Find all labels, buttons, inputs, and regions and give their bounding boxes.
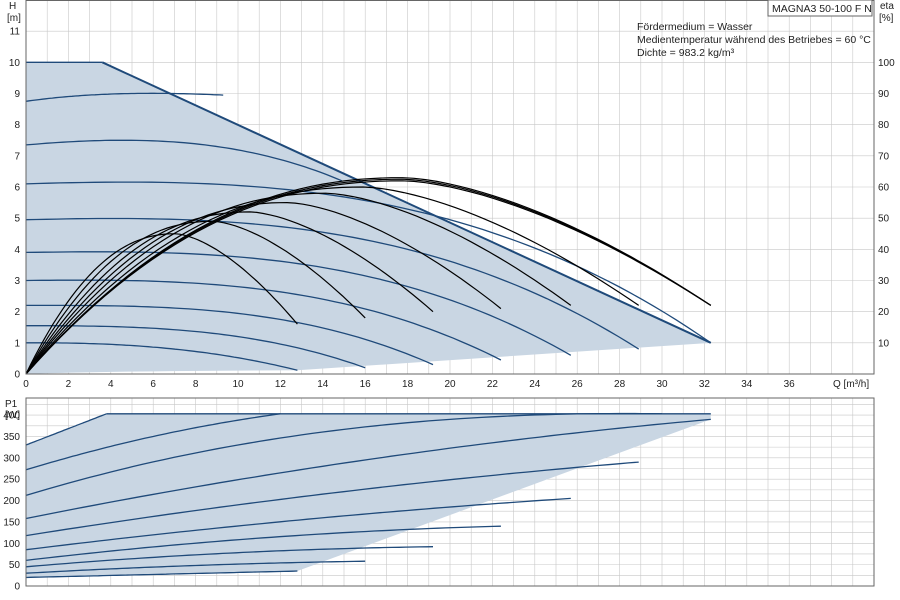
head-speed-curve-2 <box>26 325 366 369</box>
eta-tick-label: 80 <box>878 120 890 131</box>
flow-tick-label: 0 <box>23 379 29 390</box>
efficiency-curve-4 <box>25 201 502 375</box>
head-tick-label: 4 <box>14 245 20 256</box>
power-tick-label: 250 <box>3 475 20 486</box>
flow-tick-label: 28 <box>614 379 626 390</box>
eta-tick-label: 60 <box>878 183 890 194</box>
flow-tick-label: 20 <box>444 379 456 390</box>
head-tick-label: 10 <box>9 58 21 69</box>
power-tick-label: 100 <box>3 539 20 550</box>
power-curve-2 <box>25 560 366 574</box>
head-tick-label: 11 <box>10 27 21 38</box>
model-label-box <box>767 0 873 17</box>
flow-tick-label: 18 <box>402 379 414 390</box>
power-axis-unit: [W] <box>5 410 20 421</box>
power-plot-area <box>25 412 711 579</box>
flow-tick-label: 32 <box>699 379 711 390</box>
eta-tick-label: 90 <box>878 89 890 100</box>
flow-tick-label: 2 <box>66 379 72 390</box>
head-tick-label: 7 <box>14 151 20 162</box>
efficiency-curve-7 <box>25 180 712 375</box>
head-plot-area <box>25 61 712 375</box>
eta-tick-label: 40 <box>878 245 890 256</box>
flow-tick-label: 4 <box>108 379 114 390</box>
info-line-temperature: Medientemperatur während des Betriebes =… <box>637 34 871 46</box>
flow-tick-label: 10 <box>232 379 244 390</box>
power-curve-10 <box>25 413 107 446</box>
eta-tick-label: 50 <box>878 214 890 225</box>
head-tick-label: 6 <box>14 183 20 194</box>
eta-tick-label: 10 <box>878 338 890 349</box>
head-plot-frame <box>25 0 875 375</box>
power-curve-7 <box>25 418 711 520</box>
model-label: MAGNA3 50-100 F N <box>772 3 872 15</box>
head-speed-curve-9 <box>25 92 224 102</box>
flow-tick-label: 24 <box>529 379 541 390</box>
eta-tick-label: 30 <box>878 276 890 287</box>
head-speed-curve-8 <box>25 139 343 182</box>
head-operating-area <box>26 62 711 374</box>
head-axis-unit: [m] <box>7 13 21 24</box>
eta-tick-label: 70 <box>878 151 890 162</box>
power-tick-label: 350 <box>3 432 20 443</box>
head-tick-label: 8 <box>14 120 20 131</box>
power-curve-1 <box>25 570 298 579</box>
head-speed-curve-7 <box>25 181 712 344</box>
power-tick-label: 50 <box>9 560 21 571</box>
efficiency-curve-1 <box>25 233 298 375</box>
head-speed-curve-6 <box>25 217 640 350</box>
info-line-density: Dichte = 983.2 kg/m³ <box>637 47 735 59</box>
head-speed-curve-1 <box>26 342 298 371</box>
flow-tick-label: 14 <box>317 379 329 390</box>
head-tick-label: 0 <box>14 370 20 381</box>
head-max-curve <box>101 61 712 344</box>
efficiency-curve-8 <box>25 178 712 375</box>
head-tick-label: 3 <box>14 276 20 287</box>
flow-tick-label: 30 <box>656 379 668 390</box>
flow-tick-label: 8 <box>193 379 199 390</box>
power-curve-9 <box>25 413 281 471</box>
power-tick-label: 200 <box>3 496 20 507</box>
power-curve-6 <box>25 461 639 537</box>
power-curve-3 <box>25 546 434 568</box>
power-tick-label: 300 <box>3 453 20 464</box>
efficiency-curve-5 <box>25 192 572 375</box>
eta-tick-label: 100 <box>878 58 895 69</box>
power-curve-4 <box>25 525 501 562</box>
power-axis-label: P1 <box>5 399 18 410</box>
flow-tick-label: 36 <box>784 379 796 390</box>
flow-tick-label: 22 <box>487 379 499 390</box>
eta-axis-label: eta <box>880 1 894 12</box>
head-tick-label: 2 <box>14 307 20 318</box>
flow-tick-label: 34 <box>741 379 753 390</box>
flow-tick-label: 16 <box>360 379 372 390</box>
power-tick-label: 400 <box>3 411 20 422</box>
flow-tick-label: 12 <box>275 379 287 390</box>
power-tick-label: 150 <box>3 517 20 528</box>
eta-axis-unit: [%] <box>879 13 894 24</box>
eta-tick-label: 20 <box>878 307 890 318</box>
flow-tick-label: 6 <box>150 379 156 390</box>
head-tick-label: 5 <box>14 214 20 225</box>
info-line-medium: Fördermedium = Wasser <box>637 21 753 33</box>
head-tick-label: 1 <box>14 338 20 349</box>
power-curve-5 <box>25 497 571 551</box>
efficiency-curve-9 <box>25 177 712 375</box>
efficiency-curve-6 <box>25 186 640 375</box>
power-tick-label: 0 <box>14 582 20 593</box>
power-plot-frame <box>25 397 875 587</box>
head-axis-label: H <box>9 1 16 12</box>
flow-axis-label: Q [m³/h] <box>833 379 869 390</box>
power-operating-area <box>26 413 711 578</box>
flow-tick-label: 26 <box>572 379 584 390</box>
power-axes: 0 50 100 150 200 250 300 350 400 <box>3 397 875 593</box>
head-tick-label: 9 <box>14 89 20 100</box>
